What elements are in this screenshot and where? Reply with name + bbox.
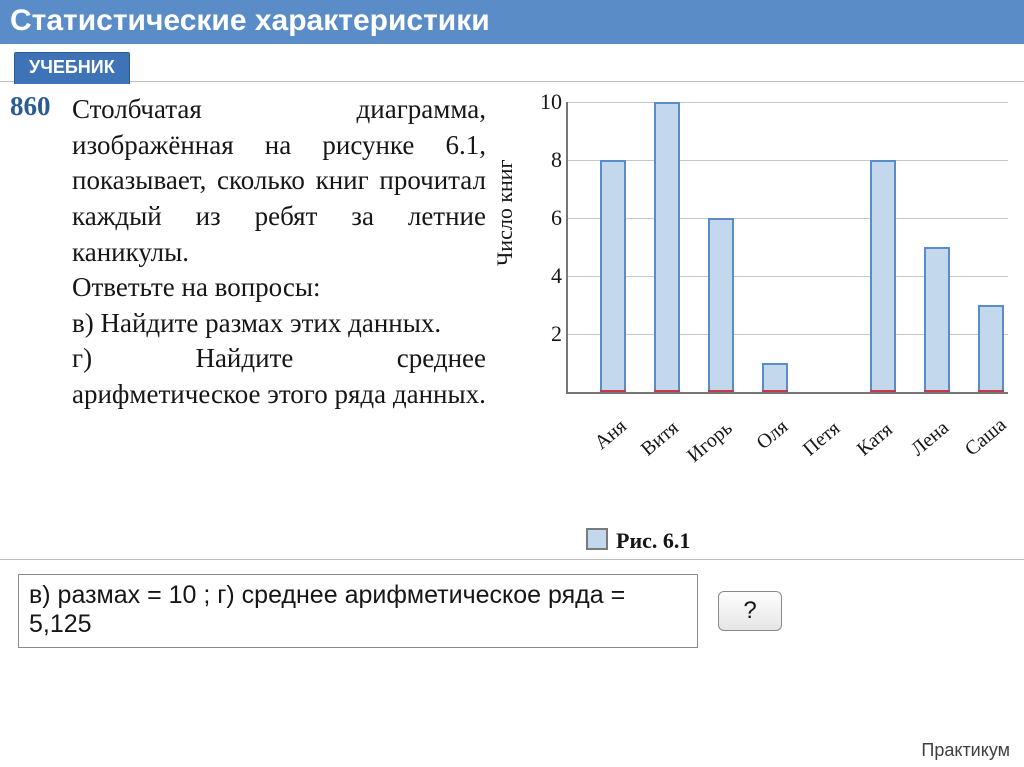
y-tick-label: 4	[534, 263, 562, 289]
grid-line	[568, 218, 1008, 219]
x-tick-label: Петя	[799, 417, 845, 461]
tab-row: УЧЕБНИК	[0, 44, 1024, 82]
legend-swatch	[586, 528, 608, 550]
grid-line	[568, 102, 1008, 103]
bar	[600, 160, 626, 392]
bar-chart: Число книг Рис. 6.1 246810АняВитяИгорьОл…	[506, 96, 1016, 436]
x-tick-label: Аня	[590, 415, 631, 455]
y-tick-label: 10	[534, 89, 562, 115]
x-tick-label: Оля	[752, 416, 793, 455]
answer-box: в) размах = 10 ; г) среднее арифметическ…	[18, 574, 698, 648]
y-axis-label: Число книг	[492, 159, 518, 266]
bar	[870, 160, 896, 392]
y-tick-label: 6	[534, 205, 562, 231]
answer-row: в) размах = 10 ; г) среднее арифметическ…	[0, 560, 1024, 648]
bar	[762, 363, 788, 392]
page-title: Статистические характеристики	[0, 0, 1024, 44]
x-tick-label: Игорь	[683, 417, 737, 468]
bar	[654, 102, 680, 392]
problem-text: Столбчатая диаграмма, изображённая на ри…	[72, 92, 486, 413]
chart-caption: Рис. 6.1	[586, 528, 690, 554]
footer-label: Практикум	[921, 740, 1010, 761]
content-area: 860 Столбчатая диаграмма, изображённая н…	[0, 82, 1024, 560]
help-button[interactable]: ?	[718, 591, 782, 631]
plot-area	[566, 102, 1008, 394]
chart-column: Число книг Рис. 6.1 2 4 6 8 10 АняВитяИгорь Ол…	[494, 92, 1018, 559]
x-tick-label: Саша	[961, 414, 1011, 462]
bar	[978, 305, 1004, 392]
problem-column: 860 Столбчатая диаграмма, изображённая н…	[6, 92, 494, 559]
y-tick-label: 2	[534, 321, 562, 347]
x-tick-label: Лена	[907, 417, 954, 462]
y-tick-label: 8	[534, 147, 562, 173]
problem-number: 860	[10, 92, 51, 122]
bar	[924, 247, 950, 392]
x-tick-label: Витя	[637, 417, 684, 461]
tab-textbook[interactable]: УЧЕБНИК	[14, 52, 130, 84]
grid-line	[568, 160, 1008, 161]
x-tick-label: Катя	[853, 418, 898, 461]
bar	[708, 218, 734, 392]
